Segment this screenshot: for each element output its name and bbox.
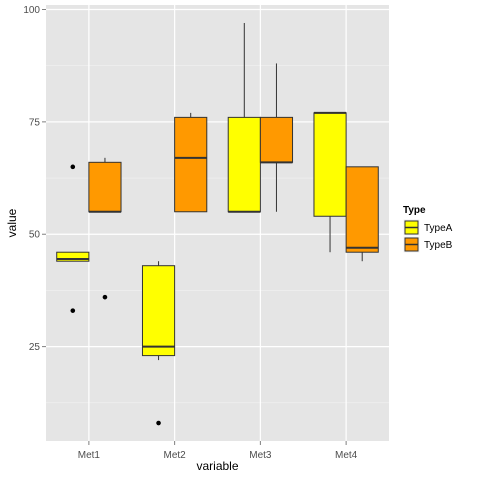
box-typeb-met2: [174, 112, 208, 213]
y-tick-label: 75: [29, 117, 41, 128]
box-body: [313, 112, 347, 217]
box-body: [345, 166, 379, 253]
outlier-point: [102, 294, 108, 300]
x-tick-label: Met3: [249, 450, 272, 461]
y-tick-label: 100: [23, 5, 40, 16]
legend: Type TypeA TypeB: [402, 205, 453, 254]
outlier-point: [70, 164, 76, 170]
y-axis-title: value: [5, 208, 19, 237]
legend-label: TypeA: [424, 223, 453, 234]
x-tick-label: Met4: [335, 450, 358, 461]
box-typea-met2: [141, 261, 176, 426]
box-body: [259, 116, 294, 163]
legend-title: Type: [403, 205, 426, 216]
box-typea-met4: [313, 111, 347, 253]
major-gridlines: [46, 5, 389, 441]
box-body: [88, 161, 122, 213]
x-tick-label: Met2: [164, 450, 187, 461]
legend-label: TypeB: [424, 240, 453, 251]
legend-key-typea: TypeA: [402, 218, 453, 237]
box-typeb-met4: [345, 166, 379, 262]
y-tick-label: 25: [29, 342, 41, 353]
x-tick-label: Met1: [78, 450, 101, 461]
y-tick-label: 50: [29, 230, 41, 241]
box-typea-met3: [227, 22, 261, 213]
box-layer: [56, 22, 379, 426]
box-typea-met1: [56, 164, 90, 313]
x-axis-title: variable: [196, 459, 238, 473]
y-axis: 25 50 75 100: [23, 5, 46, 353]
box-body: [141, 265, 176, 357]
box-body: [174, 116, 208, 213]
box-body: [227, 116, 261, 213]
x-axis: Met1 Met2 Met3 Met4: [78, 441, 358, 461]
legend-key-typeb: TypeB: [402, 235, 453, 254]
outlier-point: [70, 308, 76, 313]
box-body: [56, 251, 90, 262]
plot-panel: [46, 5, 389, 441]
outlier-point: [156, 420, 161, 426]
box-typeb-met3: [259, 63, 294, 212]
box-typeb-met1: [88, 157, 122, 300]
